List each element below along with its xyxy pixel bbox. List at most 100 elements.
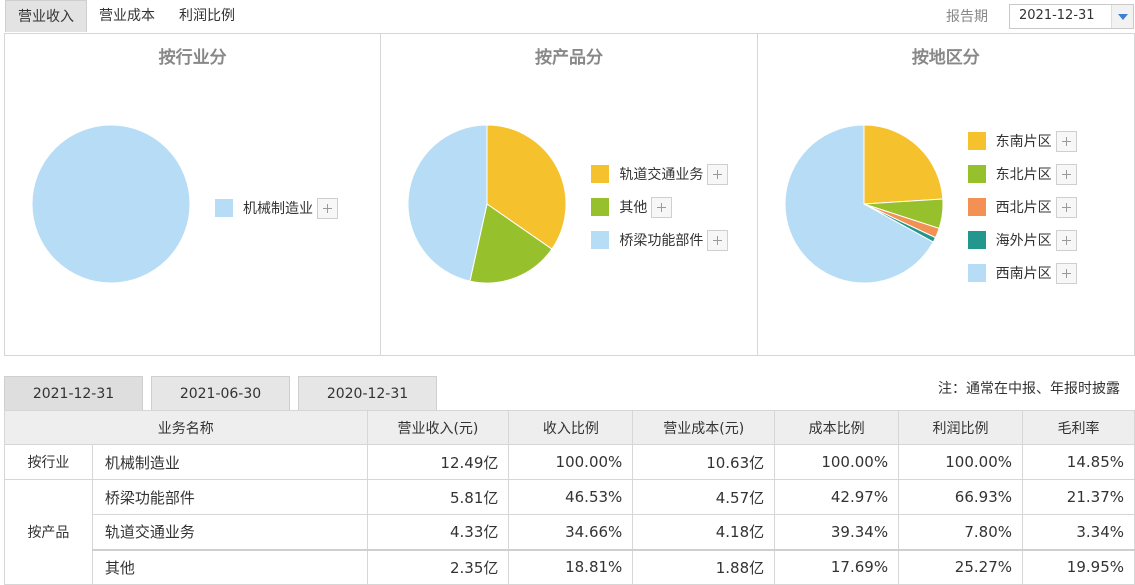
legend-swatch — [591, 231, 610, 249]
legend-swatch — [215, 199, 233, 217]
cost-cell: 4.57亿 — [632, 479, 776, 515]
gross-margin-cell: 21.37% — [1022, 479, 1135, 515]
cost-ratio-cell: 100.00% — [774, 444, 900, 480]
revenue-cell: 4.33亿 — [366, 514, 510, 550]
revenue-ratio-cell: 46.53% — [508, 479, 634, 515]
revenue-ratio-cell: 100.00% — [508, 444, 634, 480]
revenue-ratio-cell: 18.81% — [508, 548, 634, 585]
plus-icon[interactable] — [651, 196, 673, 218]
profit-ratio-cell: 66.93% — [898, 479, 1023, 515]
legend-item[interactable]: 桥梁功能部件 — [591, 229, 729, 251]
plus-icon[interactable] — [707, 229, 729, 251]
legend-item[interactable]: 海外片区 — [967, 229, 1077, 251]
business-name: 轨道交通业务 — [91, 514, 368, 550]
legend-item[interactable]: 东南片区 — [967, 130, 1077, 152]
legend-swatch — [967, 132, 986, 150]
chart-title-region: 按地区分 — [911, 48, 980, 68]
cost-cell: 4.18亿 — [632, 514, 776, 550]
profit-ratio-cell: 100.00% — [898, 444, 1023, 480]
col-header-revenue-ratio: 收入比例 — [508, 410, 634, 445]
charts-panel: 按行业分 机械制造业 按产品分 轨道交通业务 其他桥梁功能部件 按地区分 东南片区… — [4, 33, 1135, 356]
legend-label: 东北片区 — [995, 167, 1052, 183]
plus-icon[interactable] — [1055, 130, 1077, 152]
gross-margin-cell: 14.85% — [1022, 444, 1135, 480]
chevron-down-icon[interactable] — [1111, 5, 1133, 28]
legend-swatch — [591, 198, 610, 216]
revenue-cell: 5.81亿 — [366, 479, 510, 515]
business-table: 业务名称 营业收入(元) 收入比例 营业成本(元) 成本比例 利润比例 毛利率 … — [4, 410, 1135, 585]
business-name: 其他 — [91, 548, 368, 585]
legend-label: 轨道交通业务 — [619, 167, 704, 183]
chart-title-product: 按产品分 — [534, 48, 603, 68]
pie-slice-机械制造业[interactable] — [31, 124, 191, 284]
legend-swatch — [967, 198, 986, 216]
group-label-product: 按产品 — [4, 479, 93, 585]
table-row: 按产品 桥梁功能部件 5.81亿 46.53% 4.57亿 42.97% 66.… — [4, 479, 1135, 585]
legend-item[interactable]: 其他 — [591, 196, 673, 218]
plus-icon[interactable] — [707, 163, 729, 185]
pie-slice-东南片区[interactable] — [863, 124, 944, 205]
revenue-cell: 12.49亿 — [366, 444, 510, 480]
legend-item[interactable]: 机械制造业 — [215, 197, 338, 219]
legend-item[interactable]: 西南片区 — [967, 262, 1077, 284]
plus-icon[interactable] — [1055, 163, 1077, 185]
pie-chart-product — [407, 124, 567, 284]
table-row: 按行业 机械制造业 12.49亿 100.00% 10.63亿 100.00% … — [4, 444, 1135, 480]
chart-panel-product: 按产品分 轨道交通业务 其他桥梁功能部件 — [381, 34, 758, 355]
legend-label: 西北片区 — [995, 200, 1052, 216]
legend-label: 机械制造业 — [243, 201, 313, 217]
col-header-revenue: 营业收入(元) — [366, 410, 510, 445]
col-header-profit-ratio: 利润比例 — [898, 410, 1023, 445]
profit-ratio-cell: 25.27% — [898, 548, 1023, 585]
date-tab-2021-12-31[interactable]: 2021-12-31 — [4, 376, 143, 411]
cost-cell: 10.63亿 — [632, 444, 776, 480]
legend-item[interactable]: 西北片区 — [967, 196, 1077, 218]
table-row: 其他 2.35亿 18.81% 1.88亿 17.69% 25.27% 19.9… — [5, 548, 1135, 585]
plus-icon[interactable] — [1055, 196, 1077, 218]
business-name: 机械制造业 — [91, 444, 368, 480]
table-row: 轨道交通业务 4.33亿 34.66% 4.18亿 39.34% 7.80% 3… — [5, 514, 1135, 550]
date-tabs: 2021-12-31 2021-06-30 2020-12-31 — [4, 376, 445, 411]
legend-label: 西南片区 — [995, 266, 1052, 282]
cost-ratio-cell: 17.69% — [774, 548, 900, 585]
report-period-select[interactable]: 2021-12-31 — [1009, 4, 1134, 29]
chart-panel-industry: 按行业分 机械制造业 — [5, 34, 382, 355]
legend-swatch — [591, 165, 610, 183]
pie-chart-region — [784, 124, 944, 284]
plus-icon[interactable] — [1055, 229, 1077, 251]
pie-slice-桥梁功能部件[interactable] — [407, 124, 488, 282]
col-header-gross-margin: 毛利率 — [1022, 410, 1135, 445]
legend-label: 桥梁功能部件 — [619, 233, 704, 249]
top-tabs: 营业收入 营业成本 利润比例 — [5, 0, 247, 32]
table-header-row: 业务名称 营业收入(元) 收入比例 营业成本(元) 成本比例 利润比例 毛利率 — [4, 410, 1135, 445]
plus-icon[interactable] — [1055, 262, 1077, 284]
revenue-ratio-cell: 34.66% — [508, 514, 634, 550]
tab-revenue[interactable]: 营业收入 — [5, 0, 87, 32]
disclosure-note: 注：通常在中报、年报时披露 — [938, 381, 1120, 397]
pie-chart-industry — [31, 124, 191, 284]
gross-margin-cell: 19.95% — [1022, 548, 1135, 585]
legend-label: 东南片区 — [995, 134, 1052, 150]
pie-slice-其他[interactable] — [469, 203, 553, 284]
legend-item[interactable]: 东北片区 — [967, 163, 1077, 185]
business-name: 桥梁功能部件 — [91, 479, 368, 515]
gross-margin-cell: 3.34% — [1022, 514, 1135, 550]
col-header-business-name: 业务名称 — [4, 410, 368, 445]
pie-slice-西南片区[interactable] — [784, 124, 934, 284]
legend-item[interactable]: 轨道交通业务 — [591, 163, 729, 185]
date-tab-2020-12-31[interactable]: 2020-12-31 — [298, 376, 437, 411]
cost-ratio-cell: 39.34% — [774, 514, 900, 550]
report-period-value: 2021-12-31 — [1019, 8, 1095, 23]
legend-label: 其他 — [619, 200, 648, 216]
tab-profit-ratio[interactable]: 利润比例 — [179, 8, 235, 24]
tab-cost[interactable]: 营业成本 — [99, 8, 155, 24]
legend-swatch — [967, 165, 986, 183]
col-header-cost: 营业成本(元) — [632, 410, 776, 445]
chart-panel-region: 按地区分 东南片区东北片区西北片区海外片区西南片区 — [758, 34, 1134, 355]
pie-slice-轨道交通业务[interactable] — [486, 124, 567, 250]
date-tab-2021-06-30[interactable]: 2021-06-30 — [151, 376, 290, 411]
cost-cell: 1.88亿 — [632, 548, 776, 585]
cost-ratio-cell: 42.97% — [774, 479, 900, 515]
legend-swatch — [967, 264, 986, 282]
plus-icon[interactable] — [317, 197, 338, 219]
